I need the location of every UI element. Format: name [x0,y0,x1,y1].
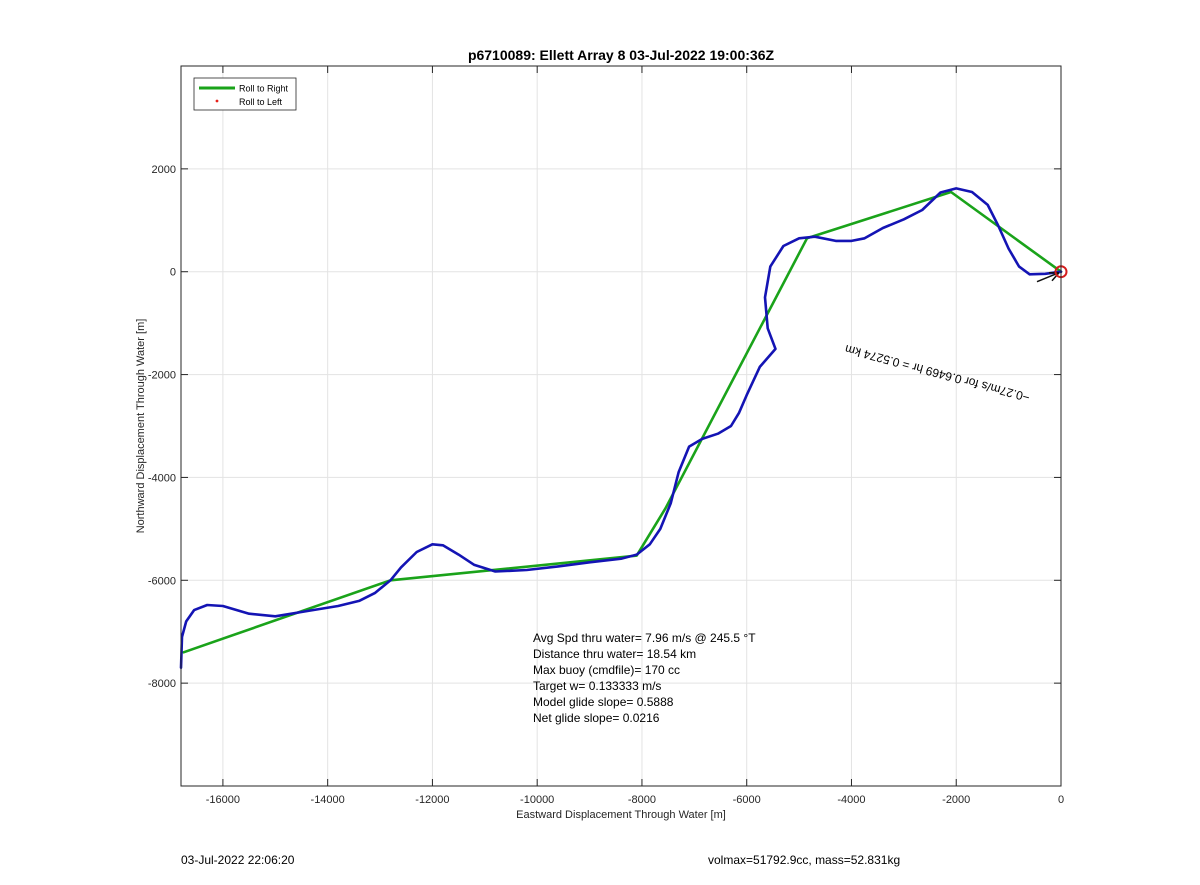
x-axis-label: Eastward Displacement Through Water [m] [516,809,726,821]
current-arrow-head [1049,271,1060,282]
x-tick-label: -10000 [520,794,554,806]
stats-line: Max buoy (cmdfile)= 170 cc [533,663,680,677]
x-tick-label: 0 [1058,794,1064,806]
footer-timestamp: 03-Jul-2022 22:06:20 [181,853,295,867]
x-tick-label: -8000 [628,794,656,806]
y-tick-label: -2000 [148,370,176,382]
y-axis-label: Northward Displacement Through Water [m] [135,319,147,534]
y-tick-label: -4000 [148,472,176,484]
legend-label-roll-left: Roll to Left [239,97,283,107]
x-tick-label: -12000 [415,794,449,806]
x-tick-label: -6000 [733,794,761,806]
footer-volmax-mass: volmax=51792.9cc, mass=52.831kg [708,853,901,867]
y-tick-label: 0 [170,267,176,279]
series-line-track [179,187,1063,669]
axes-box [180,65,1062,787]
stats-line: Target w= 0.133333 m/s [533,679,661,693]
legend-box [193,77,297,111]
x-tick-label: -16000 [206,794,240,806]
stats-line: Net glide slope= 0.0216 [533,711,660,725]
chart-title: p6710089: Ellett Array 8 03-Jul-2022 19:… [468,47,775,63]
x-tick-label: -14000 [311,794,345,806]
y-tick-label: -6000 [148,575,176,587]
stats-line: Avg Spd thru water= 7.96 m/s @ 245.5 °T [533,631,756,645]
y-tick-label: 2000 [152,164,176,176]
y-tick-label: -8000 [148,678,176,690]
plot-area [181,66,1061,786]
legend-label-roll-right: Roll to Right [239,84,289,94]
legend-swatch-roll-left [215,99,219,103]
stats-line: Model glide slope= 0.5888 [533,695,674,709]
stats-line: Distance thru water= 18.54 km [533,647,696,661]
x-tick-label: -4000 [837,794,865,806]
x-tick-label: -2000 [942,794,970,806]
